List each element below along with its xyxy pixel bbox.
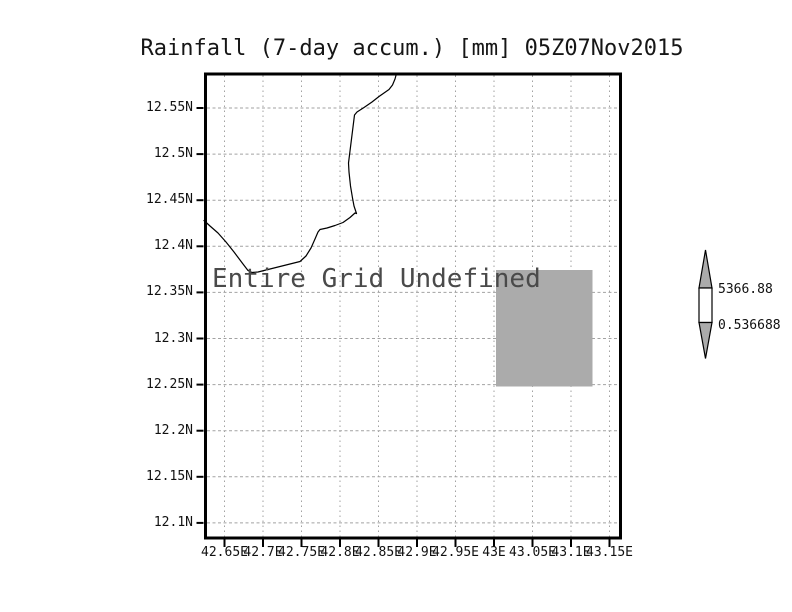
x-axis-tick-label: 42.75E [278, 545, 325, 560]
shaded-region [496, 270, 593, 387]
x-axis-tick-label: 42.8E [320, 545, 360, 560]
colorbar [698, 249, 713, 359]
y-axis-tick-label: 12.15N [146, 468, 193, 484]
colorbar-bar [698, 287, 713, 324]
y-axis-tick-label: 12.5N [153, 146, 193, 162]
x-axis-tick-label: 42.7E [243, 545, 283, 560]
x-axis-tick-label: 42.9E [397, 545, 437, 560]
plot-border [204, 72, 622, 540]
undefined-grid-annotation: Entire Grid Undefined [212, 264, 541, 294]
colorbar-max-label: 5366.88 [718, 282, 773, 297]
x-axis-tick-label: 43.15E [586, 545, 633, 560]
x-axis-tick-label: 43.05E [509, 545, 556, 560]
y-axis-tick-label: 12.25N [146, 376, 193, 392]
colorbar-arrow-up-icon [698, 249, 713, 289]
colorbar-arrow-down-icon [698, 321, 713, 359]
chart-title: Rainfall (7-day accum.) [mm] 05Z07Nov201… [140, 36, 684, 61]
axis-ticks [196, 107, 611, 547]
y-axis-tick-label: 12.1N [153, 514, 193, 530]
y-axis-tick-label: 12.55N [146, 100, 193, 115]
y-axis-tick-label: 12.4N [153, 238, 193, 254]
colorbar-min-label: 0.536688 [718, 318, 781, 333]
y-axis-tick-label: 12.35N [146, 284, 193, 300]
x-axis-tick-label: 42.85E [355, 545, 402, 560]
x-axis-tick-label: 42.65E [201, 545, 248, 560]
y-axis-tick-label: 12.3N [153, 330, 193, 346]
x-axis-tick-label: 42.95E [432, 545, 479, 560]
x-axis-tick-label: 43E [482, 545, 506, 560]
coastline [203, 72, 398, 274]
x-axis-tick-label: 43.1E [551, 545, 591, 560]
y-axis-tick-label: 12.45N [146, 192, 193, 208]
y-axis-tick-label: 12.2N [153, 422, 193, 438]
